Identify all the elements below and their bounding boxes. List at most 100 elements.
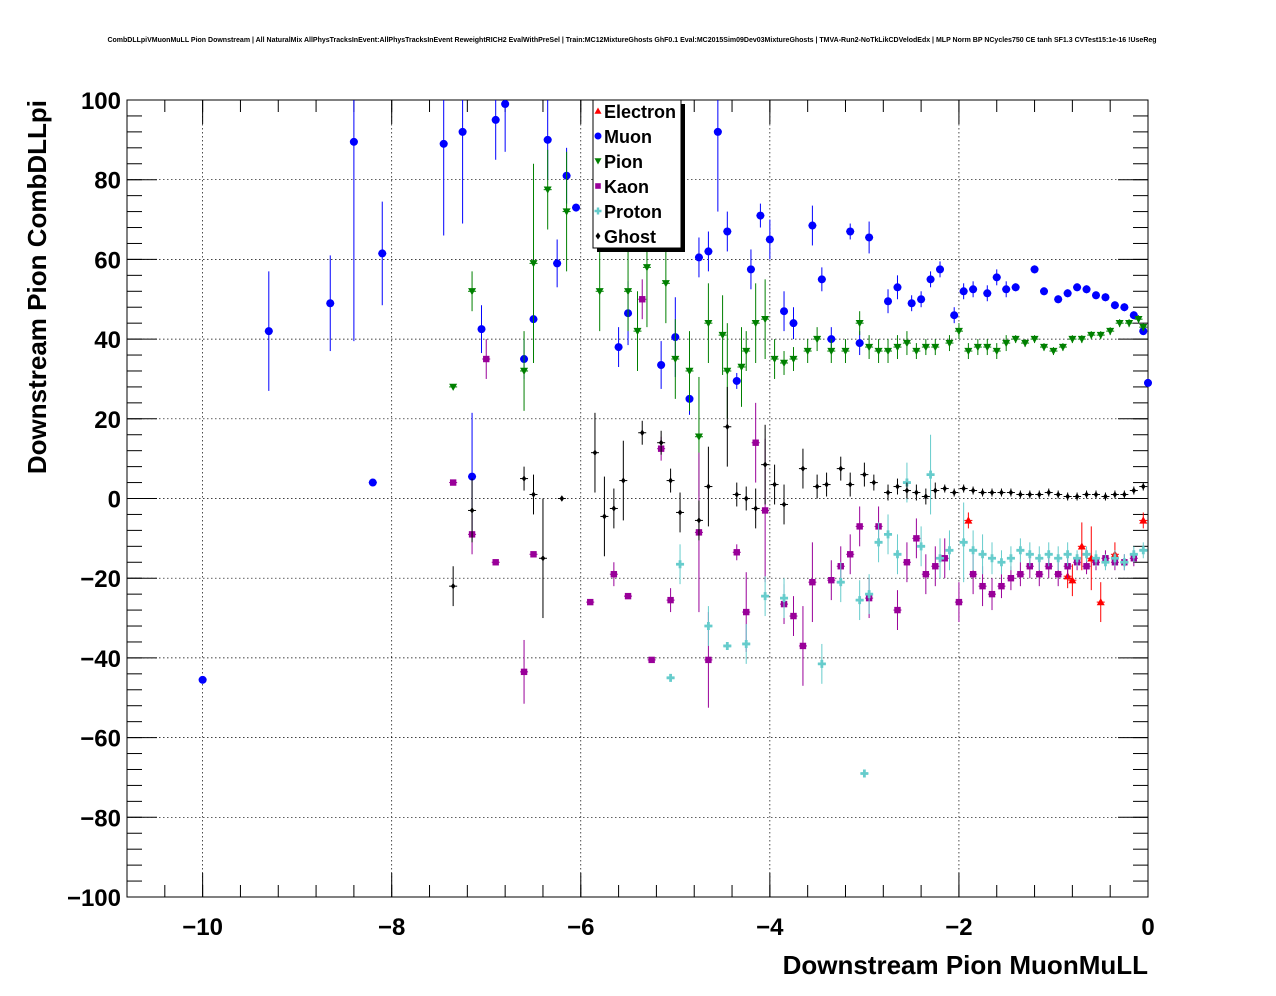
data-point-proton [817, 659, 826, 668]
data-point-ghost [942, 485, 947, 492]
series-muon [198, 99, 1152, 684]
data-point-ghost [885, 489, 891, 496]
data-point-kaon [639, 296, 646, 303]
data-point-kaon [761, 507, 769, 514]
data-point-kaon [809, 578, 816, 586]
data-point-proton [761, 592, 770, 601]
data-point-pion [1125, 319, 1134, 328]
data-point-ghost [469, 507, 475, 514]
data-point-ghost [1018, 491, 1023, 498]
data-point-pion [954, 327, 963, 336]
data-point-proton [959, 538, 968, 547]
data-point-proton [936, 554, 945, 563]
data-point-pion [1011, 335, 1020, 344]
data-point-muon [614, 343, 623, 352]
data-point-muon [950, 311, 959, 320]
data-point-pion [964, 347, 973, 356]
data-point-ghost [611, 505, 617, 512]
data-point-pion [827, 347, 836, 356]
data-point-ghost [1112, 491, 1118, 498]
y-tick-label: 80 [94, 168, 121, 195]
legend: Electron Muon Pion Kaon Proton Ghost [592, 99, 685, 252]
data-point-proton [1025, 550, 1034, 559]
data-point-ghost [531, 491, 536, 498]
data-point-proton [1016, 546, 1025, 555]
data-point-ghost [1065, 493, 1070, 500]
data-point-pion [1077, 335, 1086, 344]
data-point-proton [1044, 550, 1053, 559]
data-point-kaon [1054, 571, 1062, 578]
data-point-muon [439, 139, 448, 148]
data-point-ghost [1074, 493, 1080, 500]
data-point-electron [1096, 598, 1105, 606]
data-point-muon [491, 115, 500, 124]
data-point-kaon [922, 571, 930, 578]
data-point-muon [1082, 285, 1091, 294]
data-point-kaon [520, 668, 528, 676]
data-point-pion [973, 343, 982, 352]
legend-entry-proton: Proton [594, 202, 662, 222]
data-point-muon [723, 227, 732, 236]
data-point-pion [874, 347, 883, 356]
data-point-muon [992, 273, 1001, 282]
data-point-proton [1139, 546, 1148, 555]
data-point-pion [761, 315, 770, 324]
data-point-proton [723, 641, 732, 650]
data-point-muon [969, 285, 978, 294]
data-point-kaon [752, 439, 759, 446]
data-point-kaon [932, 563, 939, 570]
legend-entry-ghost: Ghost [595, 227, 656, 247]
data-point-kaon [648, 656, 655, 664]
data-point-muon [732, 376, 741, 385]
data-point-muon [704, 247, 713, 256]
data-point-proton [704, 622, 713, 631]
data-point-muon [808, 221, 817, 230]
data-point-kaon [894, 606, 901, 614]
data-point-pion [718, 331, 727, 340]
data-point-proton [1035, 554, 1044, 563]
data-point-electron [1139, 516, 1148, 524]
data-point-ghost [521, 475, 527, 482]
legend-entry-kaon: Kaon [595, 177, 649, 197]
legend-marker [594, 107, 602, 114]
data-point-pion [562, 208, 571, 216]
data-point-pion [520, 367, 529, 375]
data-point-pion [1002, 339, 1011, 348]
data-point-electron [1068, 576, 1077, 584]
series-layer [198, 99, 1152, 778]
data-point-ghost [970, 487, 976, 494]
data-point-muon [713, 127, 722, 136]
data-point-muon [1011, 283, 1020, 292]
data-point-muon [378, 249, 387, 258]
data-point-muon [326, 299, 335, 308]
data-point-proton [1092, 554, 1101, 563]
data-point-muon [865, 233, 874, 242]
y-tick-label: 40 [94, 327, 121, 354]
data-point-muon [1101, 293, 1110, 302]
data-point-proton [1120, 558, 1129, 567]
data-point-muon [884, 297, 893, 306]
data-point-ghost [762, 461, 768, 468]
data-point-pion [1058, 343, 1067, 352]
data-point-kaon [733, 549, 740, 556]
data-point-ghost [914, 489, 919, 496]
data-point-ghost [1093, 491, 1099, 498]
legend-entry-muon: Muon [594, 127, 652, 147]
data-point-muon [264, 327, 273, 336]
data-point-kaon [955, 598, 963, 606]
data-point-pion [1134, 315, 1143, 324]
data-point-pion [884, 347, 893, 356]
data-point-ghost [450, 582, 456, 590]
data-point-ghost [895, 483, 900, 490]
y-tick-label: −20 [80, 566, 121, 593]
data-point-kaon [969, 571, 977, 578]
data-point-muon [694, 253, 703, 262]
x-tick-label: −8 [378, 914, 405, 941]
data-point-ghost [923, 493, 929, 500]
data-point-ghost [677, 509, 683, 516]
data-point-ghost [743, 495, 749, 502]
data-point-proton [676, 560, 685, 569]
data-point-kaon [847, 551, 854, 558]
data-point-ghost [1046, 489, 1051, 496]
data-point-ghost [1027, 491, 1033, 498]
